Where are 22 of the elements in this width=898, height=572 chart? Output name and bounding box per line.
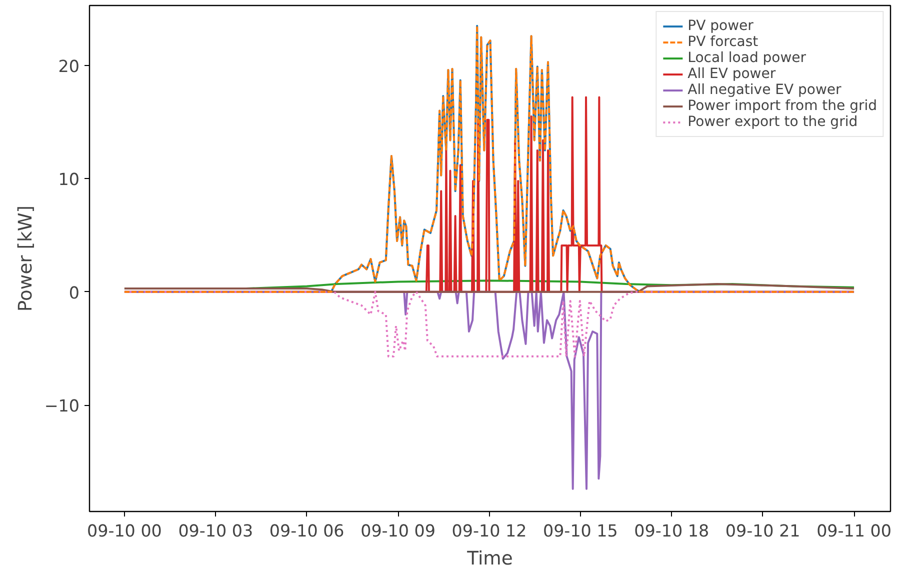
x-tick-label: 09-10 18 xyxy=(634,522,710,540)
legend-label: PV power xyxy=(688,18,754,34)
x-tick-label: 09-11 00 xyxy=(816,522,892,540)
legend-label: Local load power xyxy=(688,50,806,66)
legend-label: Power export to the grid xyxy=(688,114,858,130)
x-axis-title: Time xyxy=(466,548,513,570)
x-tick-label: 09-10 00 xyxy=(87,522,162,540)
y-axis-title: Power [kW] xyxy=(15,205,36,312)
legend-label: Power import from the grid xyxy=(688,98,877,114)
x-tick-label: 09-10 15 xyxy=(542,522,618,540)
x-tick-label: 09-10 12 xyxy=(452,522,527,540)
legend-label: PV forcast xyxy=(688,34,758,50)
y-tick-label: 0 xyxy=(68,283,80,302)
x-tick-label: 09-10 21 xyxy=(725,522,800,540)
x-tick-label: 09-10 06 xyxy=(269,522,344,540)
x-tick-label: 09-10 09 xyxy=(360,522,436,540)
x-tick-label: 09-10 03 xyxy=(178,522,254,540)
y-tick-label: 10 xyxy=(58,170,80,190)
legend-label: All negative EV power xyxy=(688,82,842,98)
legend-label: All EV power xyxy=(688,66,776,82)
y-tick-label: −10 xyxy=(44,396,80,416)
y-tick-label: 20 xyxy=(58,56,80,76)
